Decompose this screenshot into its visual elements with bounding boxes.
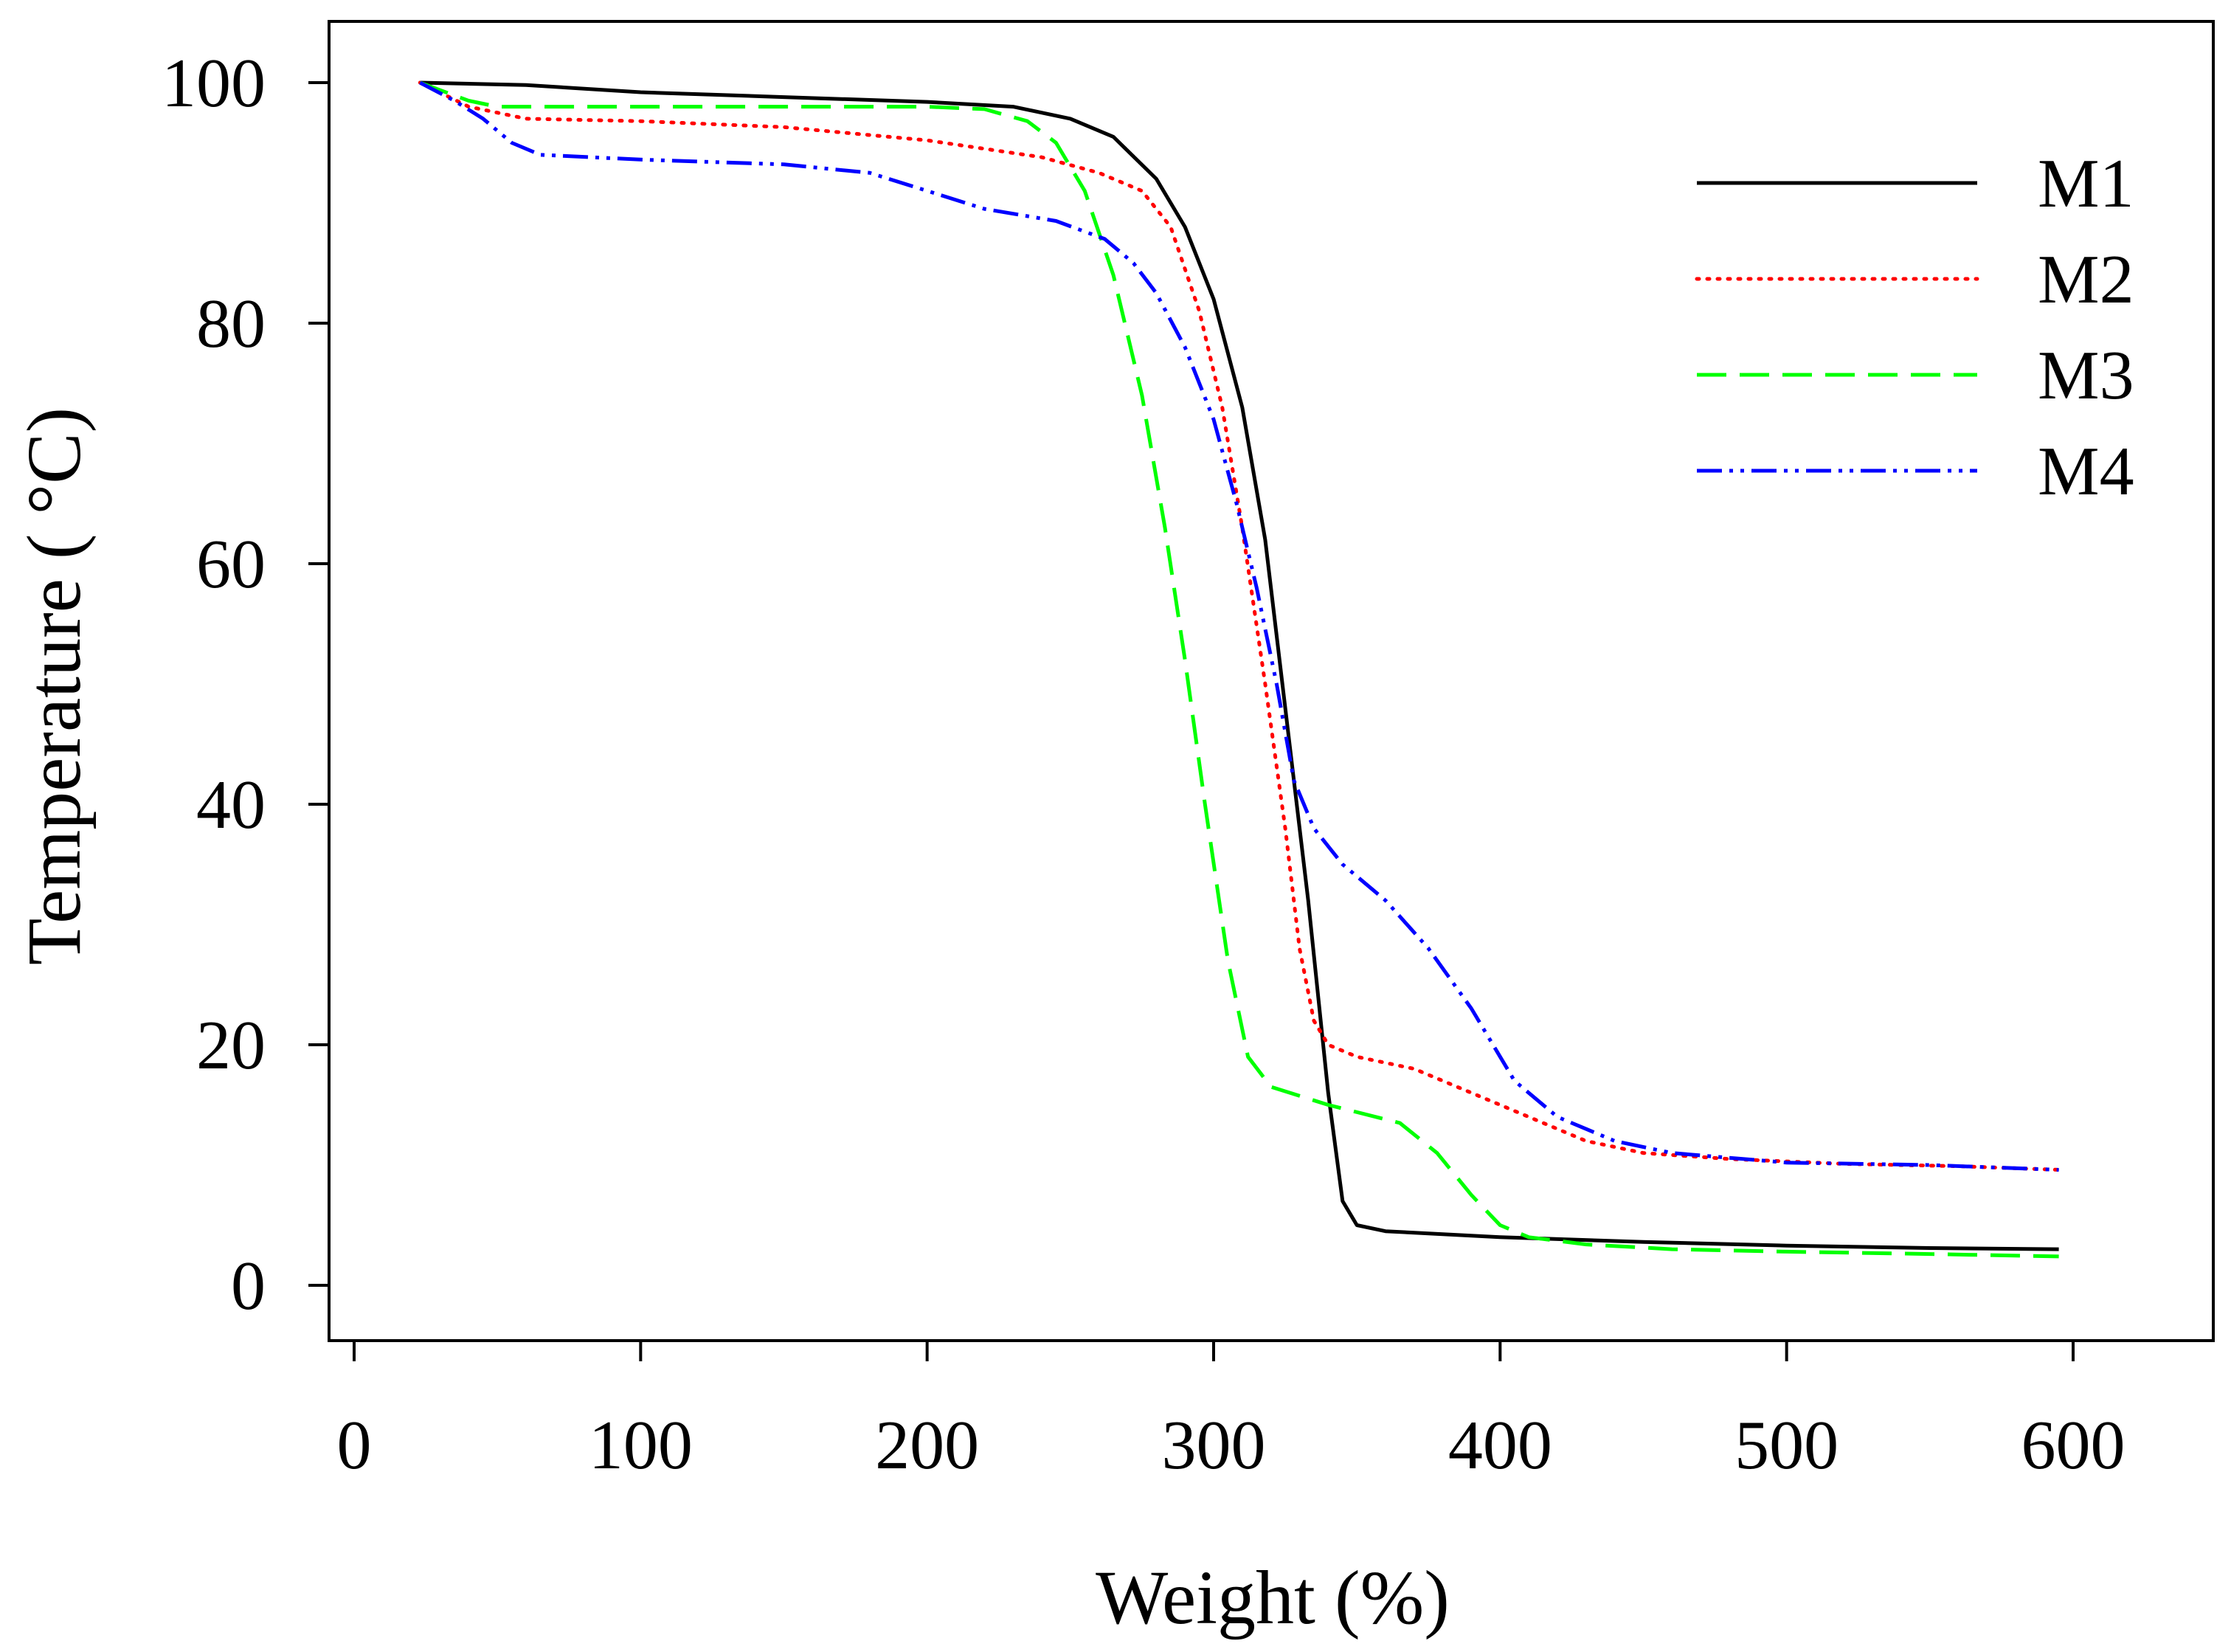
y-tick-label: 40 (196, 767, 266, 843)
series-layer (418, 80, 2061, 1259)
x-tick-label: 400 (1448, 1407, 1552, 1484)
series-line-m4 (419, 80, 2059, 1172)
legend-label: M2 (2038, 241, 2134, 318)
y-tick-label: 60 (196, 526, 266, 603)
x-tick-label: 300 (1162, 1407, 1266, 1484)
legend-item-m3: M3 (1697, 337, 2134, 414)
legend-item-m1: M1 (1697, 145, 2134, 222)
legend-item-m4: M4 (1697, 433, 2134, 510)
y-axis: 0 20 40 60 80 100 (162, 45, 329, 1324)
series-line-m3 (419, 80, 2059, 1259)
y-axis-title: Temperature ( °C) (12, 407, 97, 965)
legend-item-m2: M2 (1695, 241, 2134, 318)
y-tick-label: 80 (196, 286, 266, 362)
legend-label: M1 (2038, 145, 2134, 222)
series-line-m2 (418, 80, 2061, 1172)
x-tick-label: 0 (337, 1407, 372, 1484)
x-tick-label: 600 (2021, 1407, 2125, 1484)
legend-label: M3 (2038, 337, 2134, 414)
x-axis-title: Weight (%) (1096, 1555, 1450, 1640)
x-tick-label: 100 (589, 1407, 693, 1484)
series-line-m1 (420, 80, 2059, 1251)
x-tick-label: 200 (875, 1407, 979, 1484)
legend: M1 M2 M3 M4 (1695, 145, 2134, 510)
plot-frame (328, 20, 2215, 1342)
y-tick-label: 100 (162, 45, 266, 122)
y-tick-label: 20 (196, 1007, 266, 1084)
legend-label: M4 (2038, 433, 2134, 510)
x-axis: 0 100 200 300 400 500 600 (337, 1341, 2125, 1484)
x-tick-label: 500 (1734, 1407, 1839, 1484)
y-tick-label: 0 (231, 1248, 266, 1324)
